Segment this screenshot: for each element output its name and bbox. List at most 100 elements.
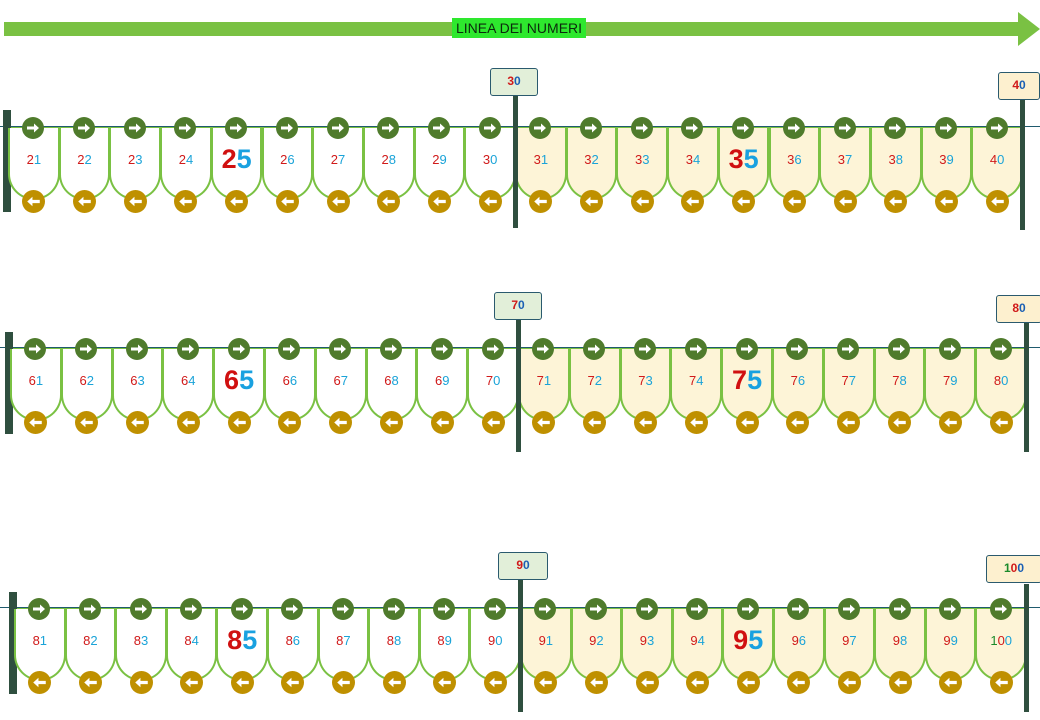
right-arrow-icon[interactable]	[225, 117, 248, 139]
number-cell[interactable]: 88	[368, 609, 420, 681]
left-arrow-icon[interactable]	[281, 671, 305, 694]
left-arrow-icon[interactable]	[837, 411, 861, 434]
left-arrow-icon[interactable]	[938, 411, 962, 434]
right-arrow-icon[interactable]	[532, 338, 555, 360]
right-arrow-icon[interactable]	[382, 598, 405, 620]
number-cell[interactable]: 95	[722, 609, 774, 681]
right-arrow-icon[interactable]	[380, 338, 402, 360]
right-arrow-icon[interactable]	[433, 598, 456, 620]
left-arrow-icon[interactable]	[73, 190, 97, 213]
right-arrow-icon[interactable]	[635, 598, 658, 620]
right-arrow-icon[interactable]	[736, 598, 759, 620]
right-arrow-icon[interactable]	[684, 338, 707, 360]
left-arrow-icon[interactable]	[478, 190, 502, 213]
left-arrow-icon[interactable]	[532, 411, 556, 434]
left-arrow-icon[interactable]	[681, 190, 705, 213]
right-arrow-icon[interactable]	[230, 598, 253, 620]
left-arrow-icon[interactable]	[78, 671, 102, 694]
left-arrow-icon[interactable]	[75, 411, 99, 434]
left-arrow-icon[interactable]	[580, 190, 604, 213]
number-cell[interactable]: 32	[565, 128, 618, 200]
number-cell[interactable]: 22	[58, 128, 111, 200]
left-arrow-icon[interactable]	[278, 411, 302, 434]
left-arrow-icon[interactable]	[684, 411, 708, 434]
left-arrow-icon[interactable]	[833, 190, 857, 213]
number-cell[interactable]: 67	[314, 349, 367, 421]
left-arrow-icon[interactable]	[176, 411, 200, 434]
left-arrow-icon[interactable]	[380, 411, 403, 434]
right-arrow-icon[interactable]	[787, 598, 810, 620]
left-arrow-icon[interactable]	[686, 671, 710, 694]
number-cell[interactable]: 34	[667, 128, 719, 200]
number-cell[interactable]: 30	[464, 128, 516, 200]
number-cell[interactable]: 87	[317, 609, 370, 681]
left-arrow-icon[interactable]	[787, 671, 811, 694]
number-cell[interactable]: 75	[721, 349, 773, 421]
left-arrow-icon[interactable]	[635, 671, 659, 694]
left-arrow-icon[interactable]	[28, 671, 52, 694]
left-arrow-icon[interactable]	[939, 671, 963, 694]
number-cell[interactable]: 38	[869, 128, 922, 200]
number-cell[interactable]: 94	[671, 609, 724, 681]
left-arrow-icon[interactable]	[888, 671, 912, 694]
right-arrow-icon[interactable]	[123, 117, 146, 139]
left-arrow-icon[interactable]	[481, 411, 505, 434]
left-arrow-icon[interactable]	[174, 190, 198, 213]
right-arrow-icon[interactable]	[888, 338, 910, 360]
left-arrow-icon[interactable]	[427, 190, 451, 213]
right-arrow-icon[interactable]	[584, 598, 607, 620]
left-arrow-icon[interactable]	[180, 671, 204, 694]
left-arrow-icon[interactable]	[430, 411, 454, 434]
number-cell[interactable]: 65	[213, 349, 265, 421]
right-arrow-icon[interactable]	[939, 598, 962, 620]
number-cell[interactable]: 92	[570, 609, 623, 681]
right-arrow-icon[interactable]	[681, 117, 704, 139]
right-arrow-icon[interactable]	[278, 338, 301, 360]
left-arrow-icon[interactable]	[989, 411, 1013, 434]
right-arrow-icon[interactable]	[833, 117, 856, 139]
number-cell[interactable]: 97	[823, 609, 876, 681]
right-arrow-icon[interactable]	[24, 338, 47, 360]
left-arrow-icon[interactable]	[985, 190, 1009, 213]
right-arrow-icon[interactable]	[630, 117, 653, 139]
right-arrow-icon[interactable]	[430, 338, 453, 360]
right-arrow-icon[interactable]	[329, 338, 352, 360]
left-arrow-icon[interactable]	[377, 190, 401, 213]
left-arrow-icon[interactable]	[634, 411, 657, 434]
left-arrow-icon[interactable]	[583, 411, 607, 434]
right-arrow-icon[interactable]	[837, 598, 860, 620]
left-arrow-icon[interactable]	[227, 411, 251, 434]
right-arrow-icon[interactable]	[888, 598, 911, 620]
left-arrow-icon[interactable]	[529, 190, 553, 213]
right-arrow-icon[interactable]	[989, 598, 1012, 620]
number-cell[interactable]: 26	[261, 128, 314, 200]
right-arrow-icon[interactable]	[786, 338, 809, 360]
left-arrow-icon[interactable]	[483, 671, 507, 694]
left-arrow-icon[interactable]	[123, 190, 147, 213]
number-cell[interactable]: 84	[165, 609, 218, 681]
left-arrow-icon[interactable]	[22, 190, 46, 213]
number-cell[interactable]: 24	[160, 128, 212, 200]
left-arrow-icon[interactable]	[782, 190, 806, 213]
left-arrow-icon[interactable]	[225, 190, 249, 213]
left-arrow-icon[interactable]	[534, 671, 558, 694]
number-cell[interactable]: 86	[267, 609, 319, 681]
right-arrow-icon[interactable]	[483, 598, 506, 620]
left-arrow-icon[interactable]	[630, 190, 654, 213]
left-arrow-icon[interactable]	[584, 671, 608, 694]
left-arrow-icon[interactable]	[126, 411, 149, 434]
right-arrow-icon[interactable]	[938, 338, 961, 360]
right-arrow-icon[interactable]	[583, 338, 606, 360]
left-arrow-icon[interactable]	[230, 671, 254, 694]
left-arrow-icon[interactable]	[331, 671, 355, 694]
right-arrow-icon[interactable]	[686, 598, 709, 620]
left-arrow-icon[interactable]	[382, 671, 406, 694]
number-cell[interactable]: 89	[418, 609, 471, 681]
left-arrow-icon[interactable]	[24, 411, 48, 434]
right-arrow-icon[interactable]	[837, 338, 860, 360]
right-arrow-icon[interactable]	[478, 117, 501, 139]
left-arrow-icon[interactable]	[326, 190, 350, 213]
right-arrow-icon[interactable]	[275, 117, 298, 139]
number-cell[interactable]: 63	[111, 349, 164, 421]
right-arrow-icon[interactable]	[22, 117, 45, 139]
